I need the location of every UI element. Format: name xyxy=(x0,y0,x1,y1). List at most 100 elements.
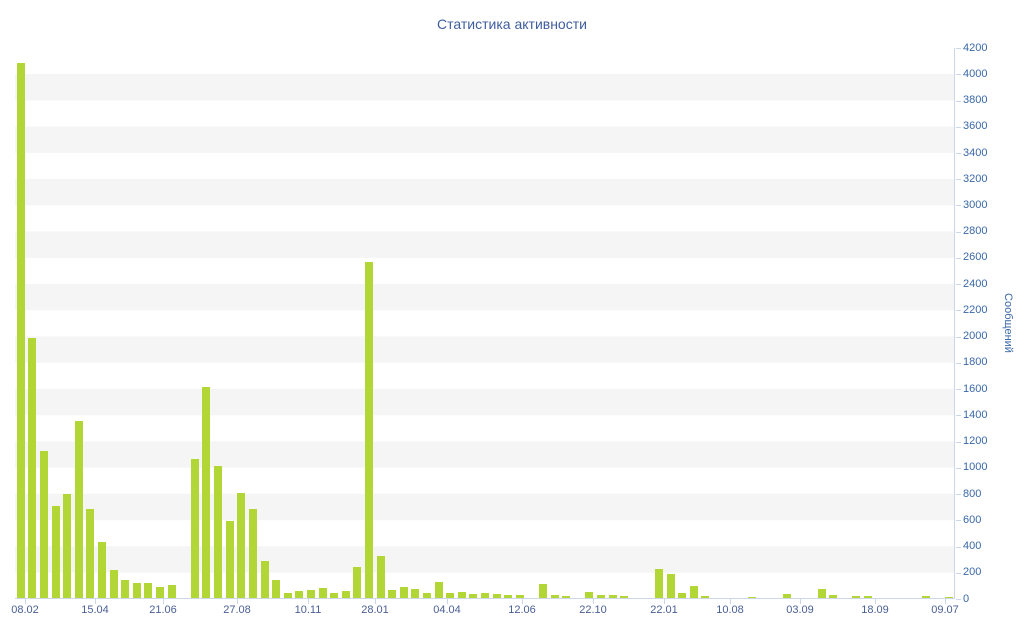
bar[interactable] xyxy=(678,593,687,598)
bar[interactable] xyxy=(272,579,281,598)
bar[interactable] xyxy=(399,586,408,598)
y-tick xyxy=(956,74,961,76)
bar[interactable] xyxy=(306,590,315,598)
bar[interactable] xyxy=(585,592,594,598)
bar[interactable] xyxy=(364,262,373,598)
y-tick xyxy=(956,415,961,417)
bar[interactable] xyxy=(481,593,489,598)
y-axis-label: 1600 xyxy=(963,382,988,395)
y-tick xyxy=(956,572,961,574)
y-axis-label: 2200 xyxy=(963,303,988,316)
bar[interactable] xyxy=(144,582,153,598)
bar[interactable] xyxy=(411,588,420,598)
bar[interactable] xyxy=(817,588,826,598)
bar[interactable] xyxy=(655,569,664,598)
x-axis-label: 04.04 xyxy=(433,604,461,616)
bar[interactable] xyxy=(295,590,304,598)
bar[interactable] xyxy=(666,573,675,598)
bar[interactable] xyxy=(225,520,234,598)
x-tick xyxy=(25,599,26,604)
bar[interactable] xyxy=(388,590,397,598)
y-axis-label: 2600 xyxy=(963,251,988,264)
bar[interactable] xyxy=(190,458,199,598)
bar[interactable] xyxy=(283,592,292,598)
bar[interactable] xyxy=(539,584,548,598)
x-axis-label: 09.07 xyxy=(931,604,959,616)
bar[interactable] xyxy=(248,508,257,598)
y-axis-title: Сообщений xyxy=(1002,293,1014,353)
bar[interactable] xyxy=(214,465,223,598)
bar[interactable] xyxy=(167,584,176,598)
bar[interactable] xyxy=(121,579,130,598)
bar[interactable] xyxy=(318,588,327,598)
x-tick xyxy=(800,599,801,604)
y-tick xyxy=(956,310,961,312)
bar[interactable] xyxy=(132,582,141,598)
x-tick xyxy=(945,599,946,604)
y-tick xyxy=(956,257,961,259)
bar[interactable] xyxy=(852,596,861,598)
y-axis-label: 4000 xyxy=(963,67,988,80)
bar[interactable] xyxy=(98,541,107,598)
y-tick xyxy=(956,231,961,233)
bar[interactable] xyxy=(86,508,95,598)
x-tick xyxy=(730,599,731,604)
bar[interactable] xyxy=(353,566,362,598)
bar[interactable] xyxy=(74,420,83,598)
bar[interactable] xyxy=(701,596,710,598)
bar[interactable] xyxy=(689,586,698,598)
bar[interactable] xyxy=(330,592,339,598)
bar[interactable] xyxy=(63,494,72,598)
y-axis-label: 4200 xyxy=(963,41,988,54)
y-tick xyxy=(956,205,961,207)
bar[interactable] xyxy=(434,581,443,598)
bar[interactable] xyxy=(376,556,385,598)
bar[interactable] xyxy=(457,592,466,598)
bar[interactable] xyxy=(40,451,48,598)
x-axis-label: 12.06 xyxy=(508,604,536,616)
bar[interactable] xyxy=(515,595,524,598)
bar[interactable] xyxy=(446,593,455,598)
bar[interactable] xyxy=(620,596,629,598)
chart-title: Статистика активности xyxy=(437,16,587,32)
bar[interactable] xyxy=(109,569,118,598)
bar[interactable] xyxy=(237,493,246,598)
bar[interactable] xyxy=(829,595,838,598)
y-axis-label: 2400 xyxy=(963,277,988,290)
y-tick xyxy=(956,494,961,495)
bar[interactable] xyxy=(504,594,513,598)
bar[interactable] xyxy=(156,586,165,598)
y-axis-label: 400 xyxy=(963,540,982,552)
bar[interactable] xyxy=(341,590,350,598)
y-axis-label: 3200 xyxy=(963,172,988,185)
y-axis-label: 3400 xyxy=(963,146,988,159)
x-axis-label: 08.02 xyxy=(11,604,39,616)
y-tick xyxy=(956,284,961,286)
bar[interactable] xyxy=(550,594,559,598)
x-axis-label: 28.01 xyxy=(361,604,389,616)
bar[interactable] xyxy=(260,560,269,598)
bar[interactable] xyxy=(28,338,37,598)
bar[interactable] xyxy=(921,596,930,598)
bar[interactable] xyxy=(597,594,606,598)
bar[interactable] xyxy=(16,62,25,598)
y-tick xyxy=(956,441,961,443)
bar[interactable] xyxy=(492,594,501,598)
x-axis-label: 10.11 xyxy=(294,604,322,616)
bar[interactable] xyxy=(608,595,617,598)
x-tick xyxy=(664,599,665,604)
y-tick xyxy=(956,520,961,522)
bar[interactable] xyxy=(863,596,872,598)
bar[interactable] xyxy=(422,593,431,598)
bar[interactable] xyxy=(945,596,954,598)
bar[interactable] xyxy=(202,386,211,598)
x-axis-label: 22.10 xyxy=(579,604,607,616)
x-tick xyxy=(447,599,448,604)
bar[interactable] xyxy=(747,596,756,598)
bar[interactable] xyxy=(562,596,571,598)
x-axis-label: 10.08 xyxy=(716,604,744,616)
y-tick xyxy=(956,467,961,469)
bar[interactable] xyxy=(469,594,478,598)
bar[interactable] xyxy=(51,506,60,598)
bar[interactable] xyxy=(782,594,791,598)
